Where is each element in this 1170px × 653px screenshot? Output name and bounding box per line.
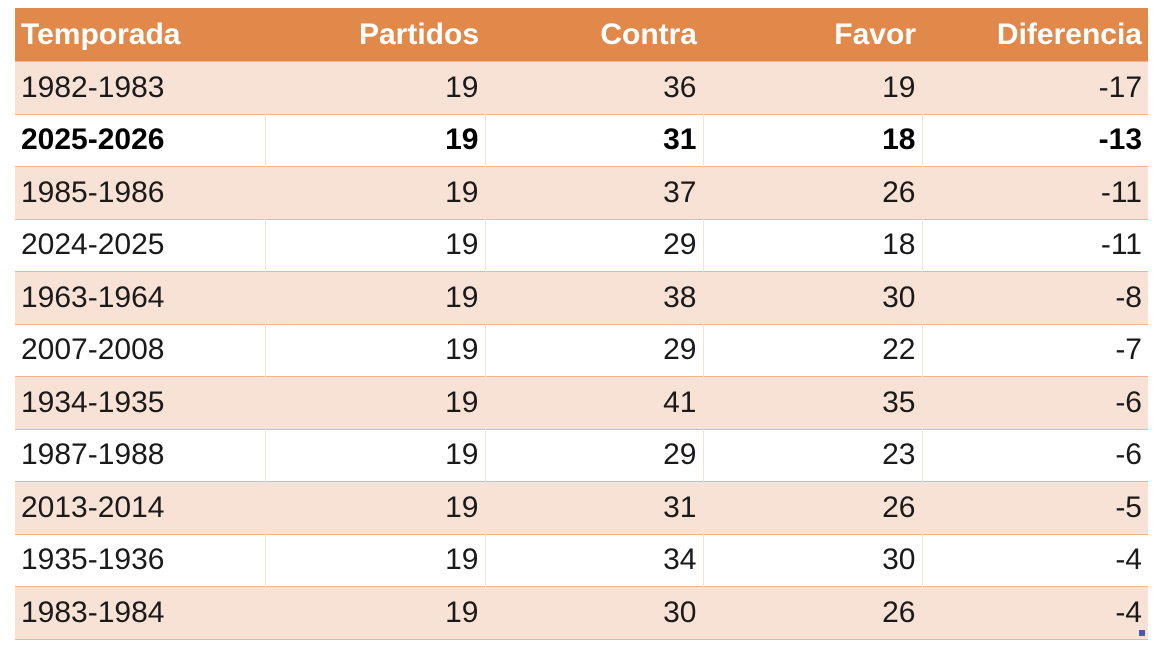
column-header: Partidos	[265, 8, 485, 62]
number-cell: -7	[921, 323, 1148, 377]
number-cell: 26	[702, 481, 922, 534]
number-cell: -11	[921, 218, 1148, 272]
number-cell: 19	[264, 323, 485, 377]
season-cell: 1987-1988	[15, 428, 265, 482]
table-row: 2013-2014 19 31 26 -5	[15, 481, 1148, 534]
table-row: 1935-1936 19 34 30 -4	[15, 533, 1148, 587]
number-cell: 19	[264, 218, 485, 272]
number-cell: 34	[484, 533, 703, 587]
number-cell: 31	[484, 113, 703, 167]
number-cell: 38	[484, 271, 703, 324]
table-body: 1982-1983 19 36 19 -17 2025-2026 19 31 18 -13 1985…	[15, 61, 1148, 640]
number-cell: -5	[921, 481, 1148, 534]
season-cell: 1982-1983	[15, 61, 265, 114]
header-row: Temporada Partidos Contra Favor Diferencia	[15, 8, 1148, 62]
number-cell: 30	[702, 533, 922, 587]
table-header: Temporada Partidos Contra Favor Diferencia	[15, 8, 1148, 62]
number-cell: 19	[264, 166, 485, 219]
number-cell: 19	[264, 481, 485, 534]
number-cell: -6	[921, 376, 1148, 429]
number-cell: 23	[702, 428, 922, 482]
number-cell: 19	[264, 271, 485, 324]
season-cell: 1963-1964	[15, 271, 265, 324]
number-cell: 22	[702, 323, 922, 377]
number-cell: 18	[702, 113, 922, 167]
number-cell: 19	[264, 428, 485, 482]
number-cell: 19	[264, 586, 485, 640]
number-cell: 36	[484, 61, 703, 114]
data-table: Temporada Partidos Contra Favor Diferencia 1…	[15, 8, 1148, 640]
table-row: 1982-1983 19 36 19 -17	[15, 61, 1148, 114]
number-cell: 19	[264, 533, 485, 587]
table-row: 2007-2008 19 29 22 -7	[15, 323, 1148, 377]
number-cell: -8	[921, 271, 1148, 324]
number-cell: 37	[484, 166, 703, 219]
season-cell: 2013-2014	[15, 481, 265, 534]
number-cell: 31	[484, 481, 703, 534]
season-cell: 2025-2026	[15, 113, 265, 167]
number-cell: -11	[921, 166, 1148, 219]
number-cell: -4	[921, 533, 1148, 587]
number-cell: 19	[264, 61, 485, 114]
number-cell: 41	[484, 376, 703, 429]
number-cell: 30	[702, 271, 922, 324]
table-row: 1985-1986 19 37 26 -11	[15, 166, 1148, 219]
number-cell: 29	[484, 218, 703, 272]
table-row: 1963-1964 19 38 30 -8	[15, 271, 1148, 324]
number-cell: 18	[702, 218, 922, 272]
table-row: 1987-1988 19 29 23 -6	[15, 428, 1148, 482]
number-cell: 29	[484, 428, 703, 482]
number-cell: 35	[702, 376, 922, 429]
table-row: 1983-1984 19 30 26 -4	[15, 586, 1148, 640]
season-cell: 2024-2025	[15, 218, 265, 272]
season-cell: 1985-1986	[15, 166, 265, 219]
fill-handle[interactable]	[1139, 630, 1145, 636]
column-header: Favor	[703, 8, 922, 62]
number-cell: -6	[921, 428, 1148, 482]
number-cell: 26	[702, 166, 922, 219]
number-cell: 29	[484, 323, 703, 377]
season-cell: 2007-2008	[15, 323, 265, 377]
number-cell: 19	[264, 113, 485, 167]
season-cell: 1934-1935	[15, 376, 265, 429]
number-cell: -4	[921, 586, 1148, 640]
table-row: 1934-1935 19 41 35 -6	[15, 376, 1148, 429]
number-cell: 30	[484, 586, 703, 640]
column-header: Contra	[485, 8, 703, 62]
number-cell: 19	[702, 61, 922, 114]
number-cell: 19	[264, 376, 485, 429]
number-cell: -17	[921, 61, 1148, 114]
spreadsheet-table: Temporada Partidos Contra Favor Diferencia 1…	[15, 8, 1148, 640]
column-header: Temporada	[15, 8, 265, 62]
number-cell: 26	[702, 586, 922, 640]
season-cell: 1983-1984	[15, 586, 265, 640]
column-header: Diferencia	[922, 8, 1148, 62]
table-row: 2024-2025 19 29 18 -11	[15, 218, 1148, 272]
season-cell: 1935-1936	[15, 533, 265, 587]
number-cell: -13	[921, 113, 1148, 167]
table-row: 2025-2026 19 31 18 -13	[15, 113, 1148, 167]
